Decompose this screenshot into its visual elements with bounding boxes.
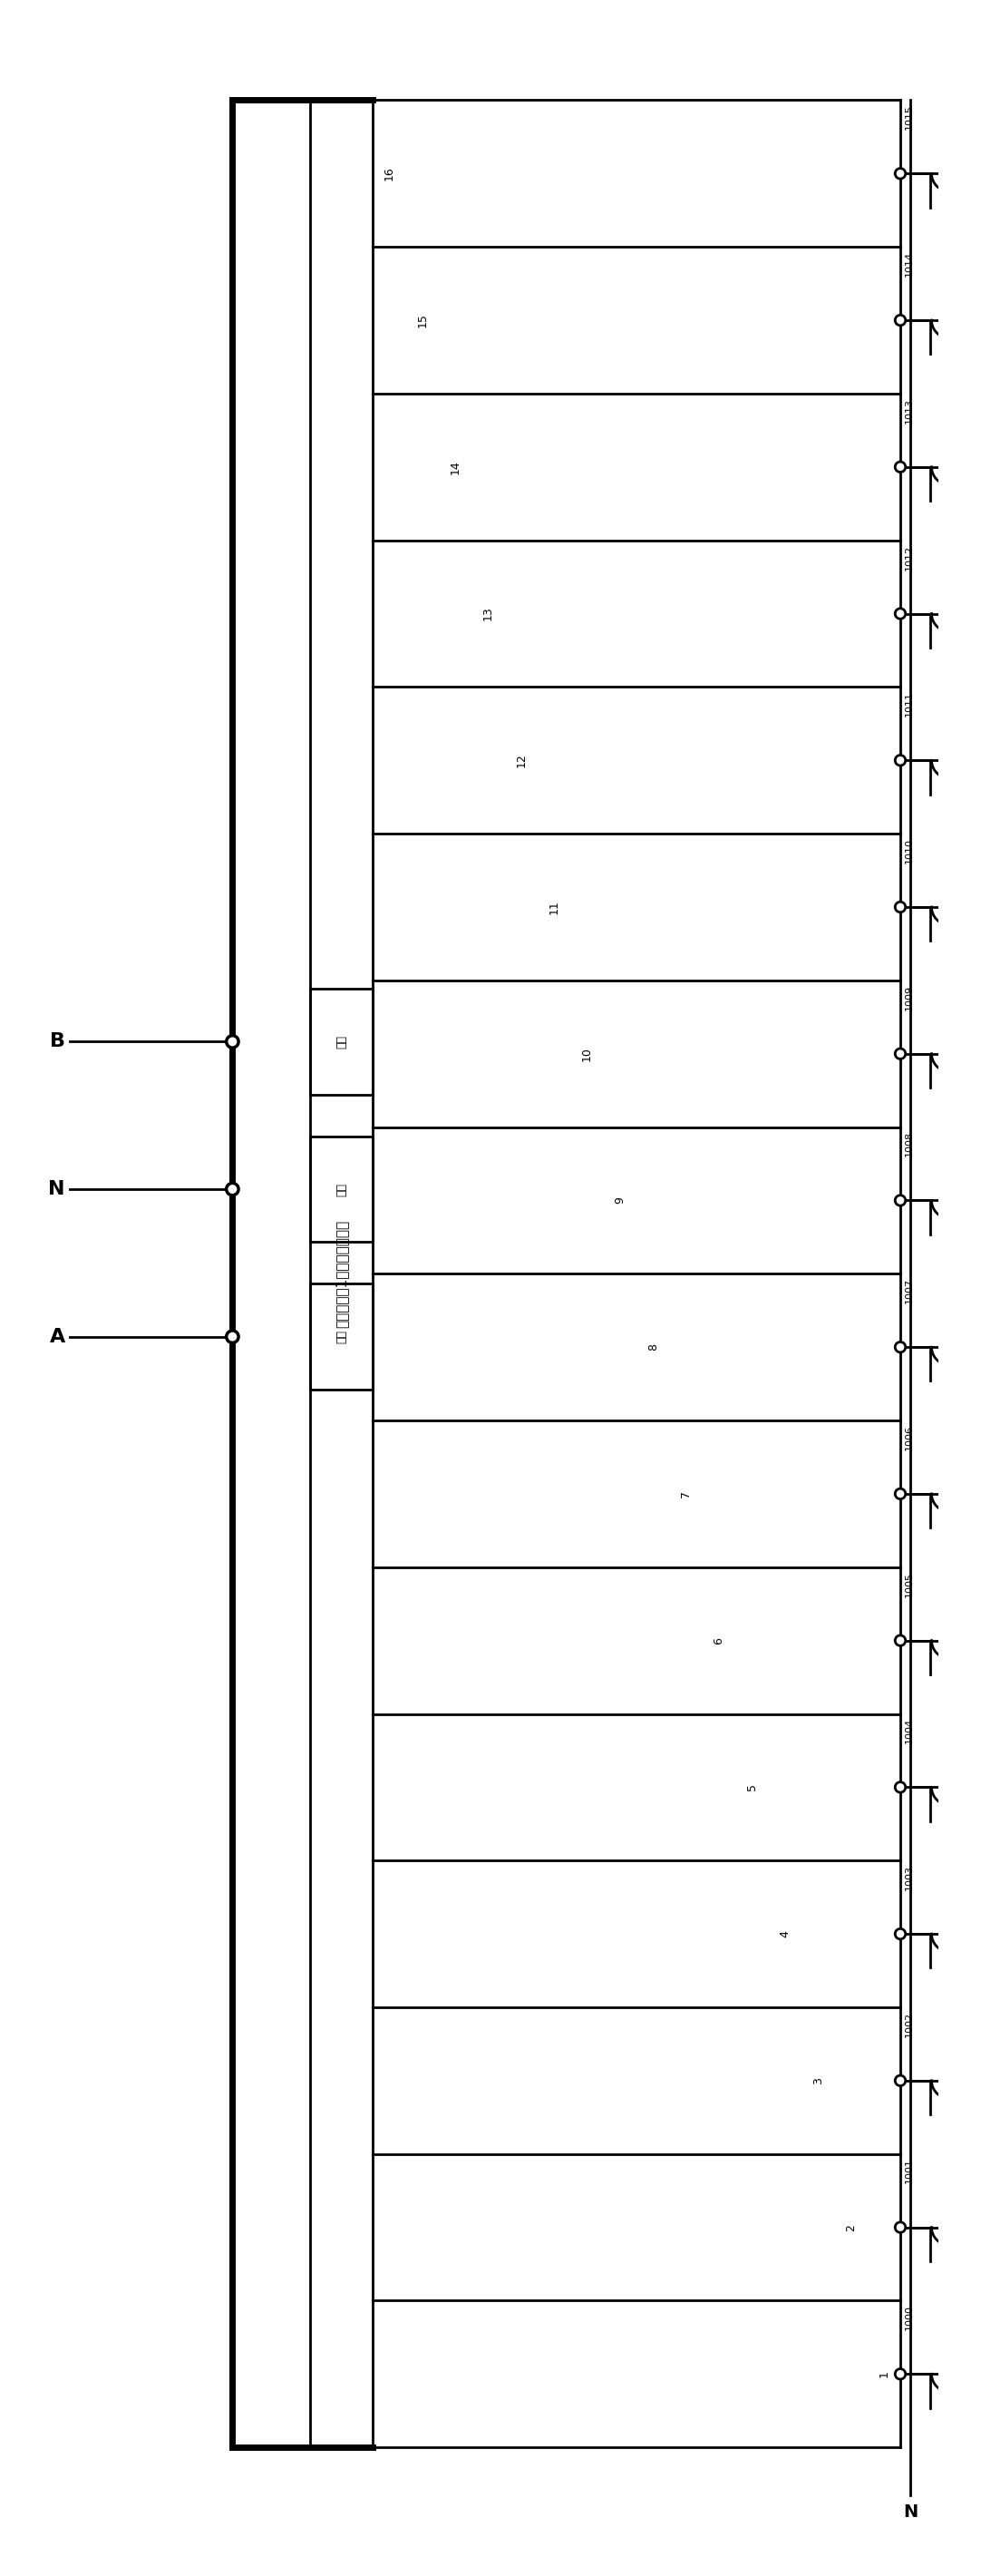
Text: 6: 6: [713, 1636, 725, 1643]
Circle shape: [895, 314, 905, 325]
Circle shape: [895, 461, 905, 471]
Text: 1003: 1003: [904, 1865, 913, 1891]
Text: 零线: 零线: [336, 1182, 347, 1195]
Circle shape: [895, 1489, 905, 1499]
Text: 1009: 1009: [904, 984, 913, 1010]
Text: 1001: 1001: [904, 2159, 913, 2184]
Text: 1000: 1000: [904, 2306, 913, 2331]
Text: 1005: 1005: [904, 1571, 913, 1597]
Text: 12: 12: [515, 752, 527, 768]
Circle shape: [895, 1636, 905, 1646]
Text: 5: 5: [747, 1783, 758, 1790]
Text: 1014: 1014: [904, 252, 913, 276]
Text: 8: 8: [647, 1345, 659, 1350]
Circle shape: [895, 1929, 905, 1940]
Circle shape: [895, 2370, 905, 2380]
Circle shape: [895, 608, 905, 618]
Text: 7: 7: [680, 1489, 692, 1497]
Text: 3: 3: [812, 2076, 824, 2084]
Text: 16: 16: [384, 167, 395, 180]
Circle shape: [895, 755, 905, 765]
Text: 1002: 1002: [904, 2012, 913, 2038]
Text: 14: 14: [449, 459, 461, 474]
Text: 13: 13: [483, 605, 494, 621]
Text: 11: 11: [548, 899, 560, 914]
Text: B: B: [50, 1033, 65, 1051]
Circle shape: [895, 1048, 905, 1059]
Text: A: A: [49, 1327, 65, 1345]
Text: 1011: 1011: [904, 690, 913, 716]
Circle shape: [895, 2223, 905, 2233]
Text: 上加热地址1加热卡控制接线: 上加热地址1加热卡控制接线: [335, 1221, 348, 1327]
Bar: [311, 1283, 373, 1388]
Text: 4: 4: [779, 1929, 791, 1937]
Text: N: N: [904, 2504, 918, 2522]
Text: 1015: 1015: [904, 106, 913, 129]
Circle shape: [895, 2076, 905, 2087]
Text: 1007: 1007: [904, 1278, 913, 1303]
Text: 9: 9: [614, 1198, 626, 1203]
Circle shape: [895, 1783, 905, 1793]
Text: 1004: 1004: [904, 1718, 913, 1744]
Text: 1012: 1012: [904, 544, 913, 569]
Text: 相线: 相线: [336, 1329, 347, 1345]
Text: 10: 10: [582, 1046, 594, 1061]
Text: 15: 15: [417, 314, 429, 327]
Text: 1010: 1010: [904, 837, 913, 863]
Circle shape: [227, 1332, 238, 1342]
Text: 2: 2: [845, 2223, 856, 2231]
Text: 1008: 1008: [904, 1131, 913, 1157]
Circle shape: [895, 1195, 905, 1206]
Text: N: N: [48, 1180, 65, 1198]
Text: 1: 1: [878, 2370, 890, 2378]
Circle shape: [895, 902, 905, 912]
Text: 1006: 1006: [904, 1425, 913, 1450]
Text: 相线: 相线: [336, 1036, 347, 1048]
Circle shape: [895, 1342, 905, 1352]
Circle shape: [227, 1036, 238, 1048]
Circle shape: [895, 167, 905, 178]
Bar: [311, 1136, 373, 1242]
Bar: [311, 989, 373, 1095]
Text: 1013: 1013: [904, 397, 913, 422]
Circle shape: [227, 1182, 238, 1195]
